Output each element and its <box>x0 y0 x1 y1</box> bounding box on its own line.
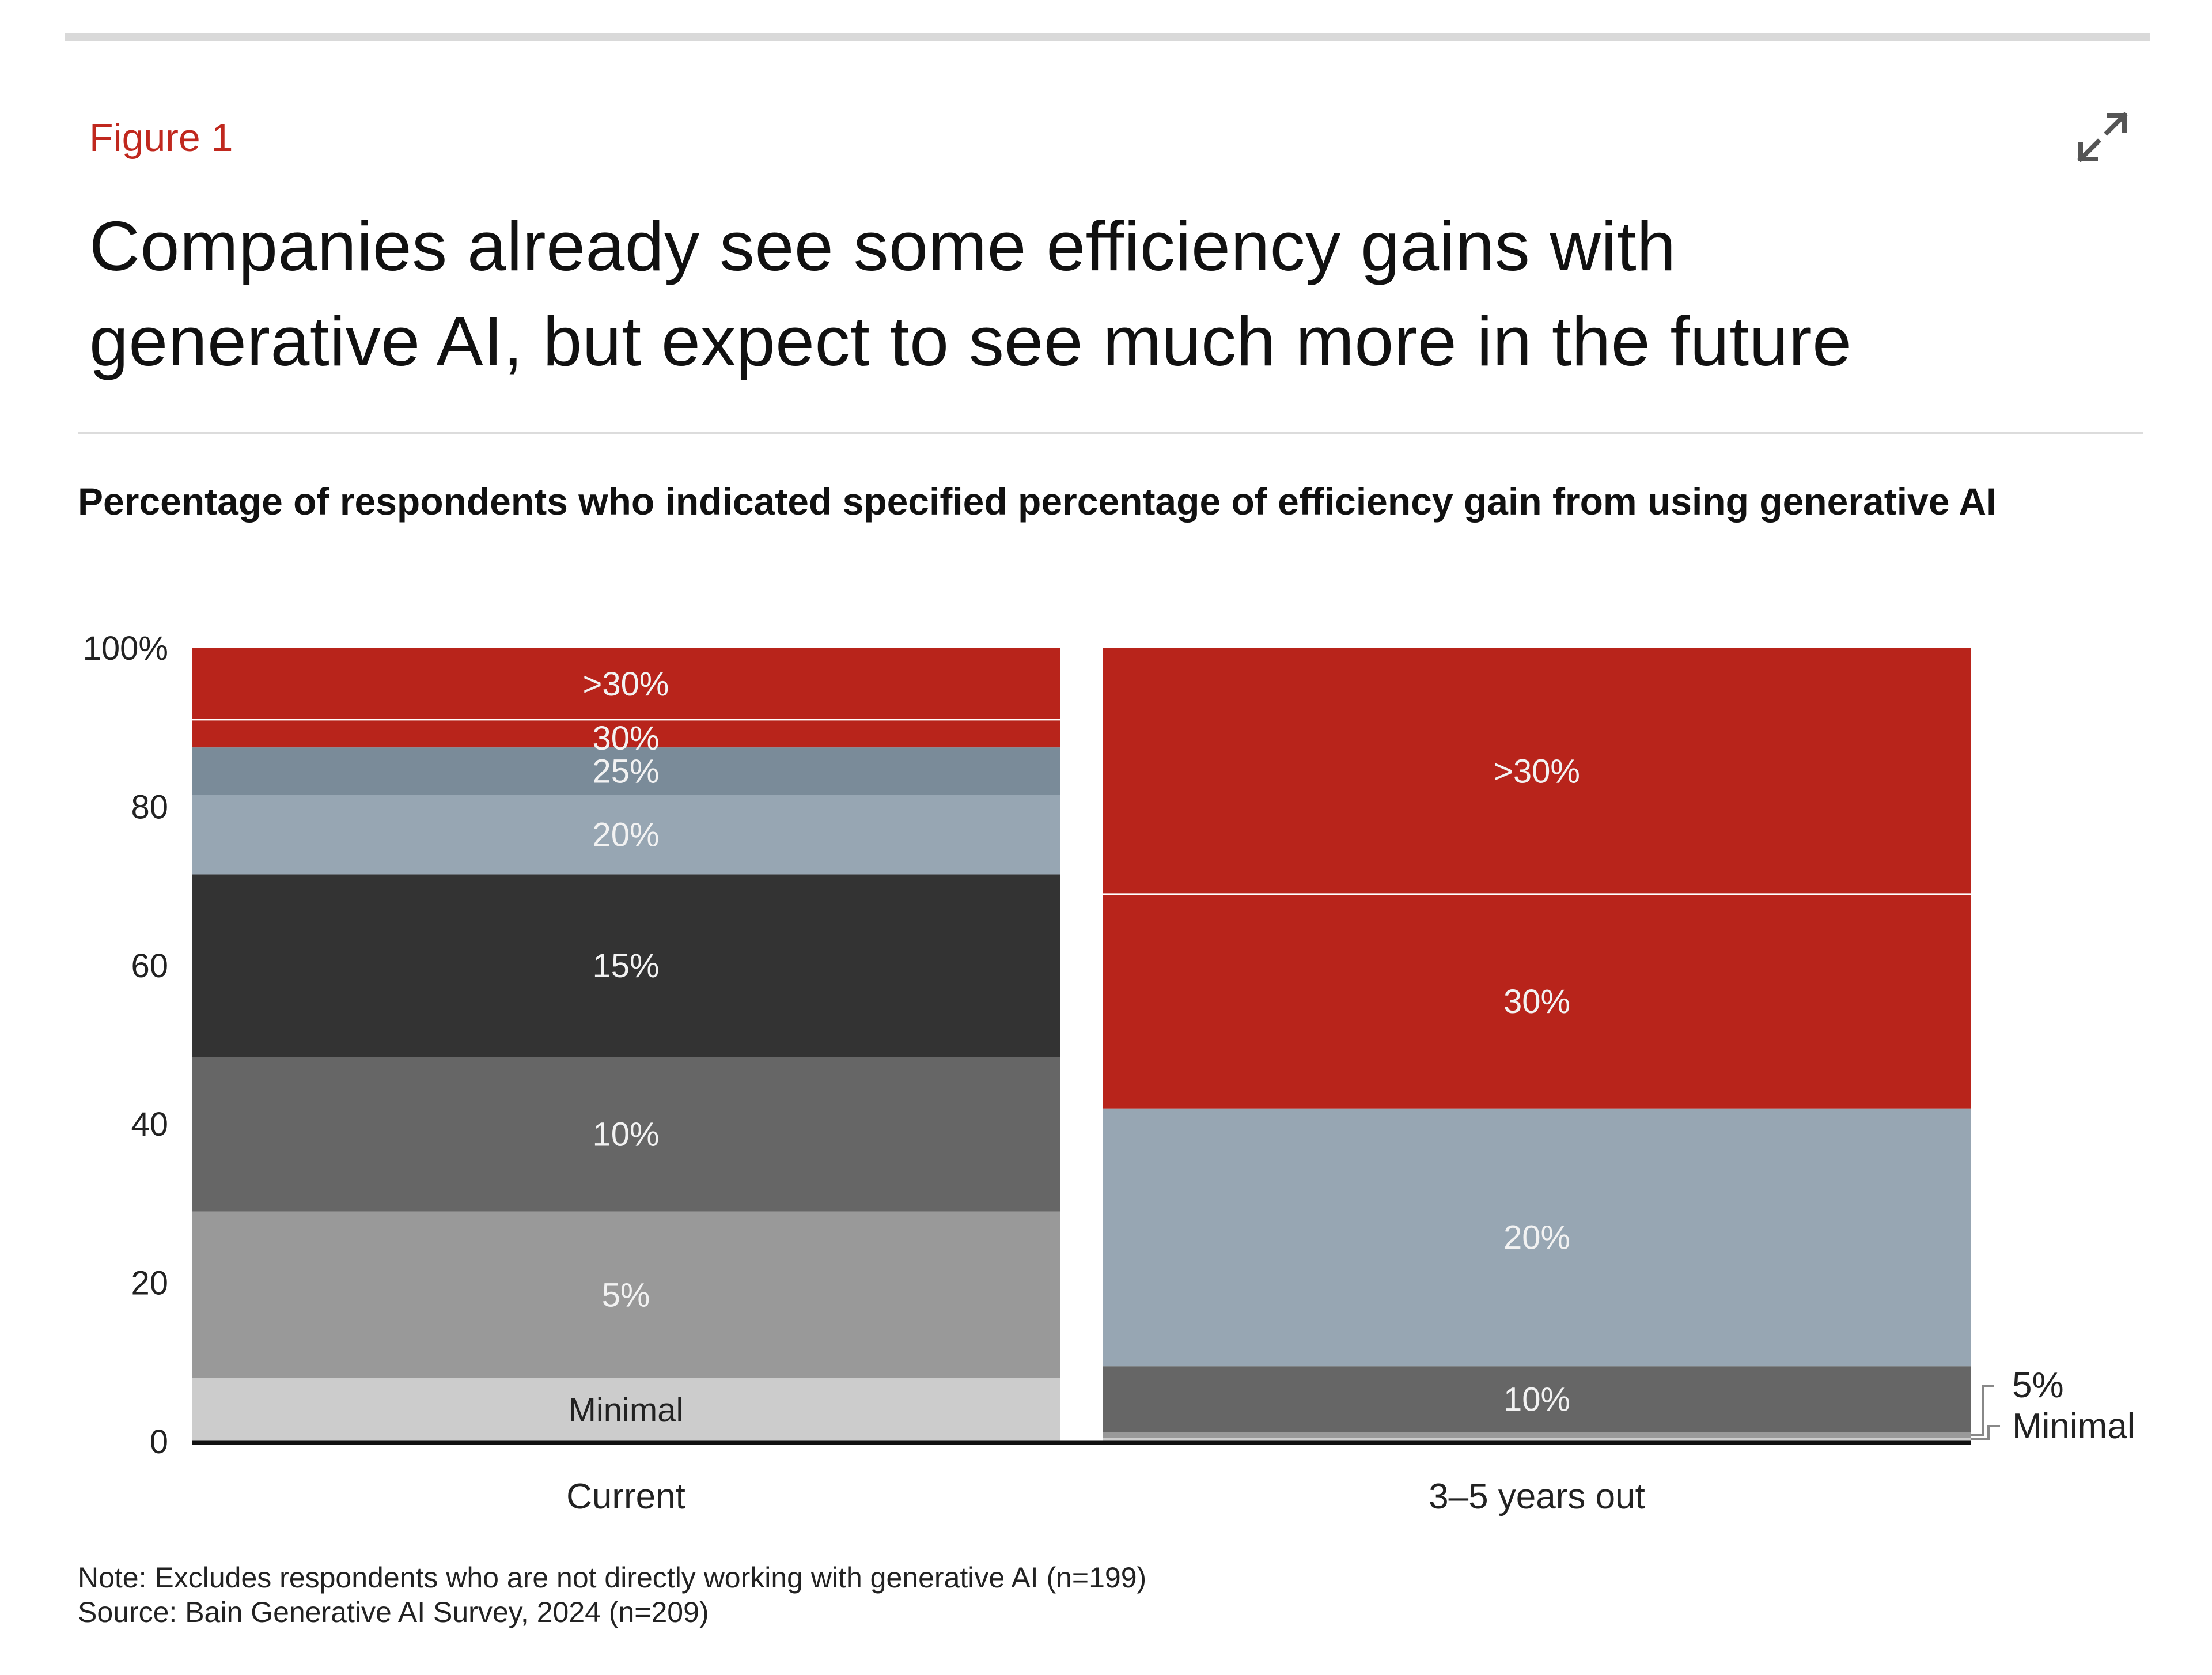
y-tick-label: 20 <box>131 1265 168 1302</box>
source-text: Source: Bain Generative AI Survey, 2024 … <box>78 1596 709 1628</box>
bar-segment <box>192 795 1060 875</box>
bar-segment <box>192 1378 1060 1442</box>
segment-label: Minimal <box>569 1392 684 1429</box>
bar-segment <box>192 747 1060 795</box>
segment-label: 30% <box>592 720 659 757</box>
segment-label: 10% <box>1503 1381 1570 1418</box>
x-category-label: Current <box>566 1477 685 1517</box>
top-divider <box>65 33 2150 41</box>
segment-label: 10% <box>592 1116 659 1153</box>
segment-label: 20% <box>592 816 659 854</box>
segment-label: 30% <box>1503 983 1570 1020</box>
segment-label: >30% <box>1494 753 1580 790</box>
bar-segment <box>192 874 1060 1057</box>
segment-label: 15% <box>592 947 659 985</box>
segment-label: 25% <box>592 753 659 790</box>
y-tick-label: 0 <box>150 1423 168 1461</box>
bar-segment <box>192 1057 1060 1212</box>
y-tick-label: 100% <box>83 630 168 667</box>
y-tick-label: 40 <box>131 1106 168 1143</box>
segment-label: 5% <box>602 1276 650 1314</box>
x-category-label: 3–5 years out <box>1429 1477 1645 1517</box>
bar-segment <box>1103 1366 1971 1432</box>
title-line-1: Companies already see some efficiency ga… <box>89 207 1676 285</box>
chart-subtitle: Percentage of respondents who indicated … <box>78 480 1997 523</box>
segment-label: >30% <box>583 666 669 703</box>
bar-segment <box>1103 1108 1971 1367</box>
y-tick-label: 60 <box>131 947 168 985</box>
bar-segment <box>1103 894 1971 1109</box>
bar-segment <box>1103 1432 1971 1438</box>
chart-title: Companies already see some efficiency ga… <box>89 199 2134 389</box>
bar-segment <box>192 719 1060 748</box>
y-tick-label: 80 <box>131 788 168 826</box>
bar-segment <box>1103 1438 1971 1442</box>
bar-segment <box>192 648 1060 720</box>
callout-label-5: 5% <box>2012 1366 2064 1405</box>
callout-label-minimal: Minimal <box>2012 1406 2135 1446</box>
bar-segment <box>1103 648 1971 894</box>
expand-icon[interactable] <box>2074 108 2131 166</box>
bar-segment <box>192 1211 1060 1378</box>
figure-label: Figure 1 <box>89 116 233 160</box>
callout-leader-5 <box>1971 1385 1994 1436</box>
callout-leader-minimal <box>1971 1425 2000 1440</box>
note-text: Note: Excludes respondents who are not d… <box>78 1561 1147 1594</box>
title-line-2: generative AI, but expect to see much mo… <box>89 302 1852 380</box>
chart-notes: Note: Excludes respondents who are not d… <box>78 1560 1146 1629</box>
segment-label: 20% <box>1503 1219 1570 1256</box>
title-divider <box>78 432 2143 434</box>
